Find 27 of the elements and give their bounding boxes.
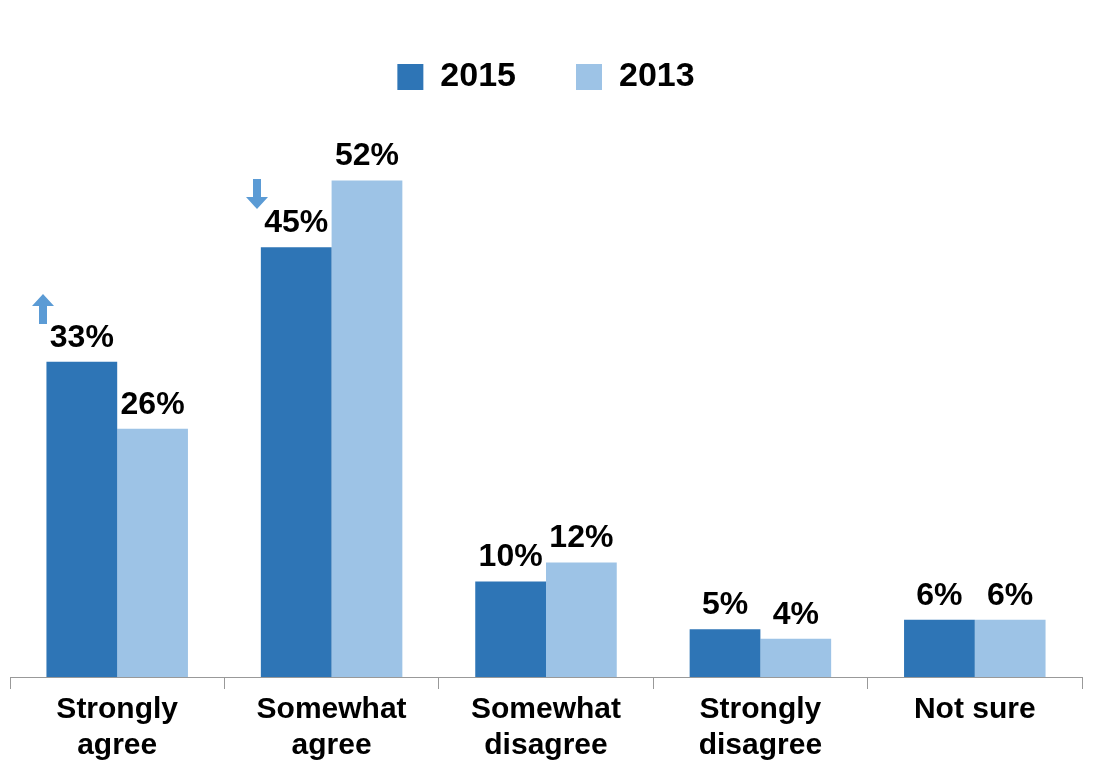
bar xyxy=(46,361,118,677)
x-tick-label: Somewhat disagree xyxy=(470,691,622,761)
x-tick-label: Not sure xyxy=(913,691,1036,725)
bar xyxy=(760,638,832,677)
data-label: 6% xyxy=(916,575,963,612)
x-tick-label: Somewhat agree xyxy=(256,691,407,761)
data-label: 52% xyxy=(334,136,399,173)
bar xyxy=(331,180,403,677)
legend-label: 2015 xyxy=(440,55,516,94)
bar xyxy=(689,629,761,677)
data-label: 45% xyxy=(264,203,329,240)
data-label: 26% xyxy=(120,384,185,421)
data-label: 33% xyxy=(49,317,114,354)
x-tick-label: Strongly disagree xyxy=(698,691,823,761)
bar xyxy=(260,247,332,677)
legend-label: 2013 xyxy=(619,55,695,94)
bar xyxy=(546,562,617,677)
data-label: 10% xyxy=(478,537,543,574)
bar xyxy=(974,619,1046,677)
bar xyxy=(475,581,546,677)
x-tick-label: Strongly agree xyxy=(56,691,179,761)
bar xyxy=(904,619,975,677)
data-label: 12% xyxy=(549,518,614,555)
data-label: 6% xyxy=(987,575,1034,612)
data-label: 4% xyxy=(772,594,819,631)
bar xyxy=(117,428,188,677)
data-label: 5% xyxy=(701,585,749,622)
